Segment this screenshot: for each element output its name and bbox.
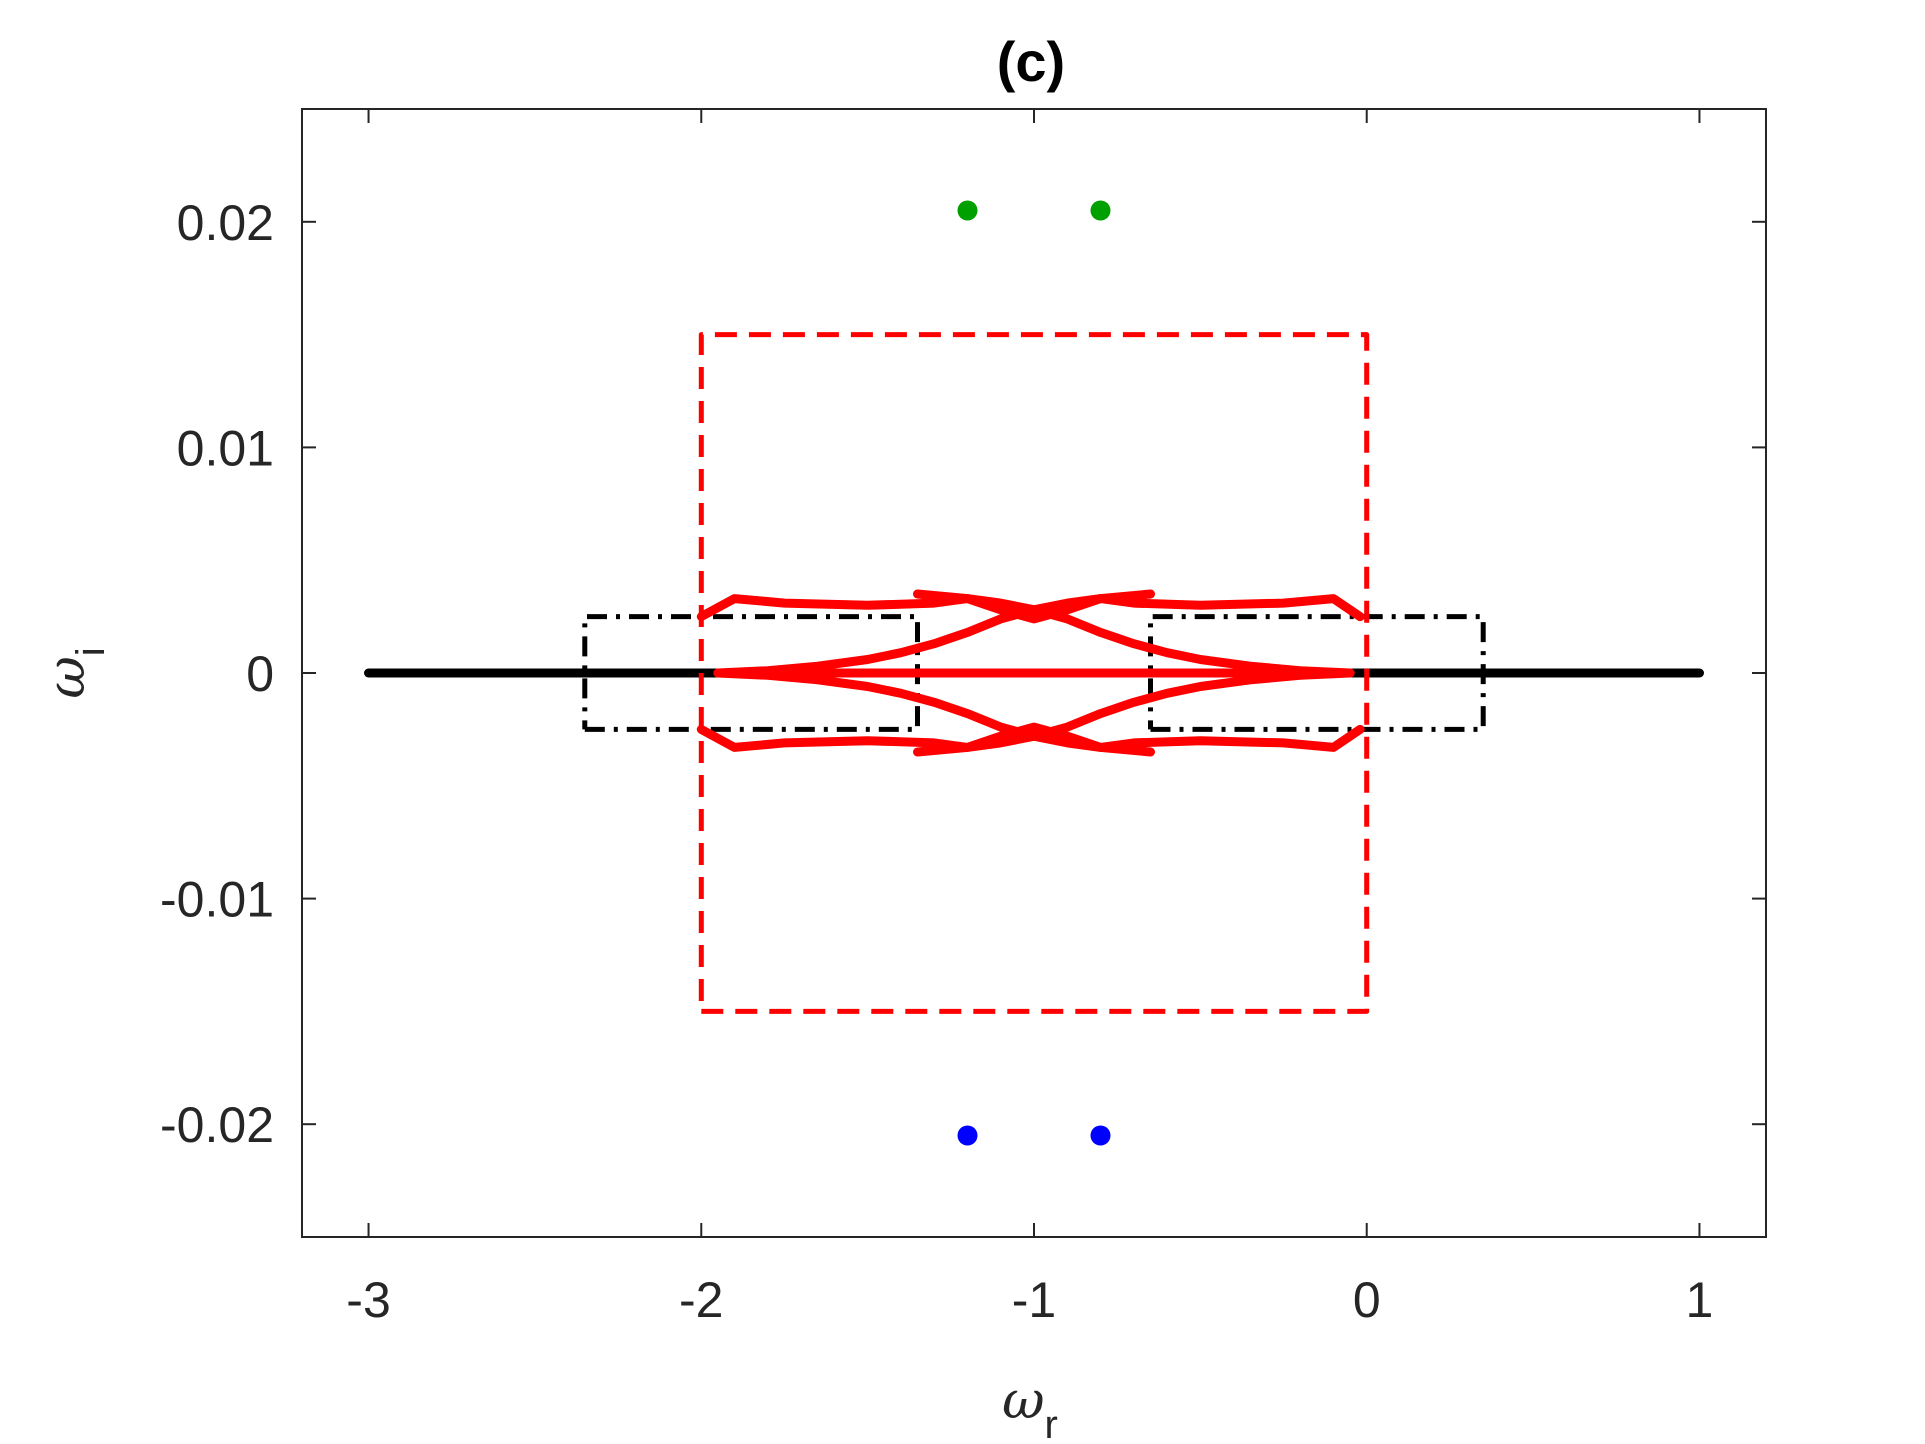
y-axis-ticks: -0.02 -0.01 0 0.01 0.02 [160,195,1766,1153]
series-dashed-3 [698,332,1370,1014]
y-tick-label: 0.01 [177,420,274,476]
y-tick-label: -0.02 [160,1097,274,1153]
series-thick-8 [713,668,1155,757]
series-dash-dot-1 [582,614,920,732]
x-tick-label: -3 [346,1272,390,1328]
x-tick-label: 0 [1353,1272,1381,1328]
y-tick-label: 0.02 [177,195,274,251]
x-axis-label-symbol: ω [1002,1371,1044,1431]
data-point-1 [1090,200,1111,221]
x-axis-ticks: -3 -2 -1 0 1 [346,109,1713,1328]
y-tick-label: 0 [246,646,274,702]
series-dash-dot-2 [1148,614,1486,732]
series-thick-9 [913,589,1355,678]
series-thick-6 [696,722,1365,752]
y-axis-label: ωi [37,647,113,698]
y-axis-label-subscript: i [69,647,113,656]
data-point-0 [957,200,978,221]
plot-content [364,200,1704,1146]
series-thick-7 [713,589,1155,678]
series-thick-5 [696,594,1365,624]
x-tick-label: -2 [679,1272,723,1328]
data-point-3 [1090,1125,1111,1146]
chart-title: (c) [997,30,1065,93]
x-axis-label: ωr [1002,1371,1058,1444]
series-thick-10 [913,668,1355,757]
x-axis-label-subscript: r [1045,1403,1058,1444]
x-tick-label: -1 [1012,1272,1056,1328]
x-tick-label: 1 [1686,1272,1714,1328]
data-point-2 [957,1125,978,1146]
y-tick-label: -0.01 [160,872,274,928]
y-axis-label-symbol: ω [37,656,97,698]
